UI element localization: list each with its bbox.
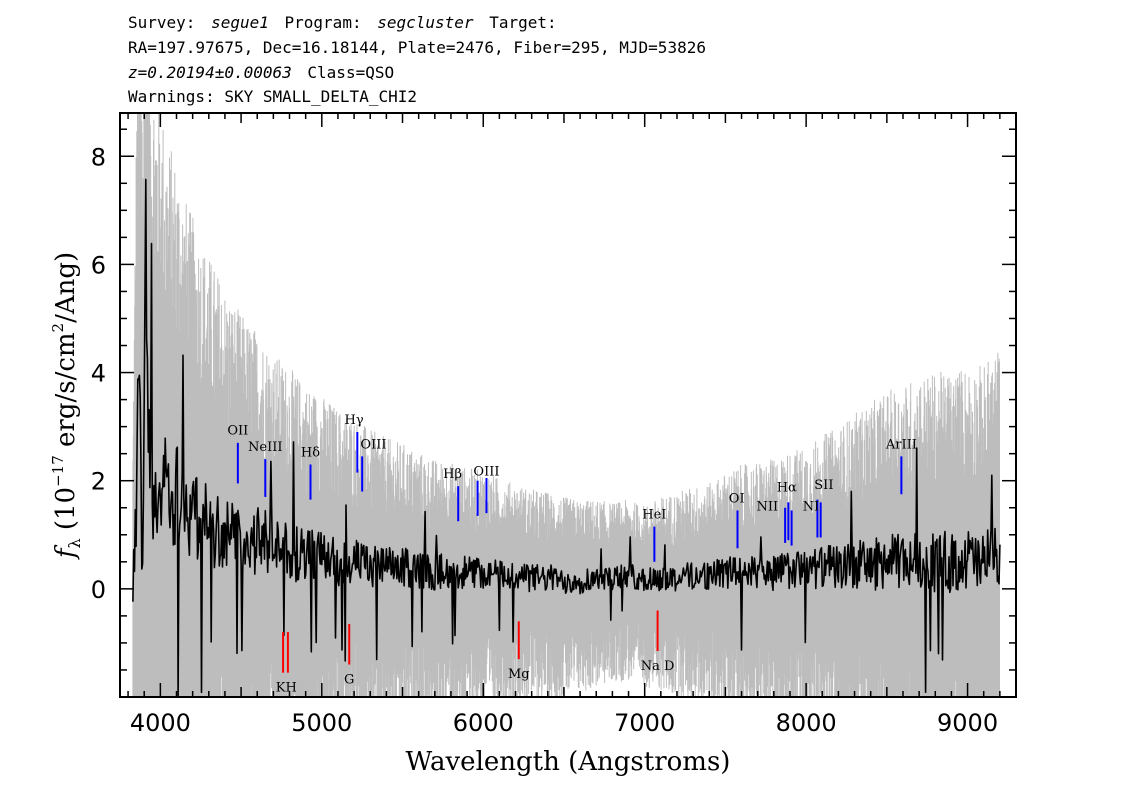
x-tick-label: 4000 — [130, 709, 191, 737]
y-tick-label: 8 — [91, 143, 106, 171]
spectral-line-label: Hγ — [345, 413, 364, 428]
header-line-1: Survey: segue1 Program: segcluster Targe… — [128, 13, 557, 32]
survey-label: Survey: — [128, 13, 195, 32]
x-tick-label: 5000 — [291, 709, 352, 737]
spectral-line-label: SII — [814, 478, 833, 493]
header-line-2: RA=197.97675, Dec=16.18144, Plate=2476, … — [128, 38, 706, 57]
spectral-line-label: Mg — [508, 667, 530, 682]
spectral-line-label: OIII — [473, 464, 499, 479]
y-axis-title-close: /Ang) — [51, 252, 81, 323]
y-tick-label: 0 — [91, 576, 106, 604]
program-value: segcluster — [377, 13, 474, 32]
survey-value: segue1 — [211, 13, 269, 32]
header-line-3: z=0.20194±0.00063 Class=QSO — [128, 63, 394, 82]
flux-series — [132, 178, 1001, 698]
y-axis-ticks: 0 2 4 6 8 — [91, 128, 1016, 698]
y-tick-label: 6 — [91, 251, 106, 279]
y-tick-label: 4 — [91, 360, 106, 388]
program-label: Program: — [285, 13, 362, 32]
y-axis-title-open: (10 — [51, 487, 81, 539]
redshift-value: z=0.20194±0.00063 — [128, 63, 292, 82]
spectral-line-label: Hα — [777, 481, 797, 496]
spectral-line-label: ArIII — [885, 437, 917, 452]
y-tick-label: 2 — [91, 468, 106, 496]
spectral-line-label: NII — [757, 499, 779, 514]
spectral-line-label: OII — [227, 424, 248, 439]
spectral-line-label: G — [344, 672, 354, 687]
spectral-line-label: Na D — [641, 659, 675, 674]
y-axis-title-units: erg/s/cm — [51, 332, 81, 455]
y-axis-title-lambda: λ — [65, 538, 84, 548]
spectral-line-label: OIII — [360, 437, 386, 452]
spectral-line-label: HeI — [642, 508, 666, 523]
spectral-line-label: Hδ — [301, 445, 320, 460]
error-band — [132, 113, 1000, 697]
y-axis-title: fλ (10−17 erg/s/cm2/Ang) — [49, 252, 84, 560]
x-axis-title: Wavelength (Angstroms) — [406, 747, 731, 777]
spectral-line-label: Hβ — [443, 467, 462, 482]
x-tick-label: 7000 — [614, 709, 675, 737]
spectral-line-markers — [236, 432, 903, 673]
spectral-line-label: NeIII — [248, 440, 282, 455]
flux-line — [132, 178, 1001, 698]
class-value: Class=QSO — [307, 63, 394, 82]
target-label: Target: — [489, 13, 556, 32]
y-axis-title-sq: 2 — [49, 323, 67, 333]
error-band-path — [132, 113, 1000, 697]
x-tick-label: 9000 — [937, 709, 998, 737]
x-tick-label: 8000 — [776, 709, 837, 737]
y-axis-title-exp: −17 — [49, 455, 67, 487]
x-tick-label: 6000 — [453, 709, 514, 737]
plot-frame — [119, 112, 1017, 698]
header-line-4: Warnings: SKY SMALL_DELTA_CHI2 — [128, 87, 417, 106]
header-block: Survey: segue1 Program: segcluster Targe… — [128, 13, 706, 106]
spectral-line-label: H — [285, 681, 296, 696]
spectral-line-label: NI — [803, 499, 820, 514]
spectral-line-label: OI — [729, 491, 745, 506]
x-axis-ticks: 4000 5000 6000 7000 8000 9000 — [127, 113, 1017, 737]
spectral-line-label: K — [276, 681, 286, 696]
